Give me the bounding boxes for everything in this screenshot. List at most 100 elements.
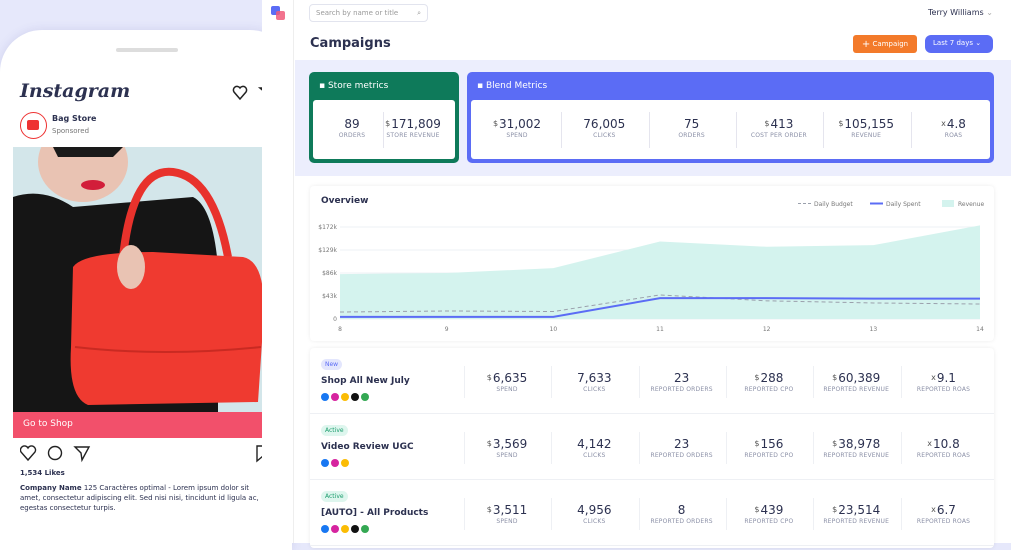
divider: [735, 112, 737, 148]
metric-unit: $: [492, 119, 499, 128]
x-tick-label: 12: [763, 326, 771, 333]
metric-label: REVENUE: [851, 132, 882, 139]
metric-value: $105,155: [838, 117, 894, 131]
metric-label: CLICKS: [583, 386, 606, 393]
metric-value: 8: [678, 503, 686, 517]
metric-unit: x: [927, 439, 933, 448]
campaign-row[interactable]: New Shop All New July $6,635 SPEND 7,633 CLIC…: [310, 348, 994, 414]
channel-icon: [331, 459, 339, 467]
caption: 125 Caractères optimal - Lorem ipsum dol…: [20, 484, 259, 512]
metric-label: CLICKS: [583, 518, 606, 525]
metric-value: $31,002: [493, 117, 541, 131]
metric-label: ROAS: [944, 132, 963, 139]
brand: Instagram: [20, 80, 131, 102]
metric-number: 413: [770, 117, 794, 131]
badge: Active: [321, 425, 348, 436]
y-tick-label: $129k: [318, 247, 337, 254]
caption-name: Company Name: [20, 484, 82, 492]
sponsored: Sponsored: [52, 127, 90, 135]
y-tick-label: $172k: [318, 224, 337, 231]
metric-value: $23,514: [832, 503, 880, 517]
metric-unit: $: [754, 373, 760, 382]
campaign-row[interactable]: Active [AUTO] - All Products $3,511 SPEND 4,…: [310, 480, 994, 546]
metric-number: 60,389: [838, 371, 881, 385]
badge: Active: [321, 491, 348, 502]
account: Bag Store: [52, 114, 97, 123]
search-icon: ⌕: [417, 9, 421, 17]
metric-label: REPORTED REVENUE: [823, 386, 890, 393]
metric-unit: $: [486, 373, 492, 382]
metric-unit: $: [832, 439, 838, 448]
add-campaign[interactable]: + Campaign: [853, 35, 917, 53]
metric-number: 76,005: [583, 117, 626, 131]
date-range[interactable]: Last 7 days ⌄: [925, 35, 993, 53]
page-title: Campaigns: [310, 36, 391, 51]
metric-unit: x: [931, 505, 936, 514]
metric-number: 6,635: [492, 371, 528, 385]
metric-label: REPORTED ORDERS: [650, 518, 713, 525]
channel-icons: [321, 393, 369, 401]
caption-block: Company Name 125 Caractères optimal - Lo…: [20, 483, 270, 513]
metric-number: 8: [677, 503, 686, 517]
metric-unit: $: [754, 439, 760, 448]
campaign-name: Shop All New July: [321, 376, 410, 386]
metric-number: 10.8: [933, 437, 960, 451]
divider: [725, 366, 727, 398]
revenue-area: [340, 225, 980, 319]
metric-number: 4,142: [577, 437, 612, 451]
metric-unit: $: [486, 439, 492, 448]
y-tick-label: $86k: [322, 270, 337, 277]
metric-number: 31,002: [499, 117, 542, 131]
metric-label: STORE REVENUE: [386, 132, 440, 139]
metric-value: 89: [344, 117, 359, 131]
ad-image: [13, 147, 279, 412]
search[interactable]: Search by name or title ⌕: [309, 4, 428, 22]
metric-label: REPORTED ORDERS: [650, 386, 713, 393]
metric-number: 4,956: [577, 503, 612, 517]
divider: [638, 366, 640, 398]
metric-value: 4,142: [577, 437, 611, 451]
divider: [383, 112, 384, 148]
divider: [561, 112, 563, 148]
campaign-row[interactable]: Active Video Review UGC $3,569 SPEND 4,142 CL…: [310, 414, 994, 480]
metric-number: 171,809: [391, 117, 441, 131]
metric-value: x4.8: [941, 117, 966, 131]
metric-number: 75: [683, 117, 700, 131]
metric-value: x6.7: [931, 503, 956, 517]
cta[interactable]: Go to Shop: [23, 419, 73, 429]
metric-unit: $: [764, 119, 770, 128]
metric-number: 4.8: [946, 117, 966, 131]
metric-number: 38,978: [838, 437, 881, 451]
metric-unit: x: [931, 373, 936, 382]
divider: [813, 366, 815, 398]
divider: [725, 432, 727, 464]
campaign-name: Video Review UGC: [321, 442, 414, 452]
metric-value: 23: [674, 437, 689, 451]
metric-value: $171,809: [385, 117, 441, 131]
x-tick-label: 8: [338, 326, 342, 333]
cta-bar[interactable]: Go to Shop›: [13, 412, 279, 438]
metric-label: ORDERS: [678, 132, 705, 139]
channel-icon: [361, 393, 369, 401]
metric-label: REPORTED ORDERS: [650, 452, 713, 459]
y-tick-label: 0: [333, 316, 337, 323]
divider: [551, 366, 553, 398]
store-metrics: ▪ Store metrics 89 ORDERS $171,809 STORE RE…: [309, 72, 459, 163]
metric-number: 9.1: [936, 371, 956, 385]
channel-icon: [331, 525, 339, 533]
divider: [464, 432, 465, 464]
metric-number: 23: [673, 437, 690, 451]
metric-number: 23: [673, 371, 690, 385]
metric-value: $288: [754, 371, 783, 385]
metric-label: ORDERS: [338, 132, 366, 139]
metric-value: $6,635: [487, 371, 527, 385]
metric-value: x9.1: [931, 371, 956, 385]
divider: [464, 366, 465, 398]
user[interactable]: Terry Williams ⌄: [928, 8, 993, 17]
metric-unit: $: [832, 373, 838, 382]
channel-icons: [321, 459, 349, 467]
metric-value: 76,005: [583, 117, 625, 131]
metric-number: 89: [344, 117, 360, 131]
metric-number: 3,511: [492, 503, 528, 517]
blend-metrics: ▪ Blend Metrics $31,002 SPEND 76,005 CLICKS…: [467, 72, 994, 163]
